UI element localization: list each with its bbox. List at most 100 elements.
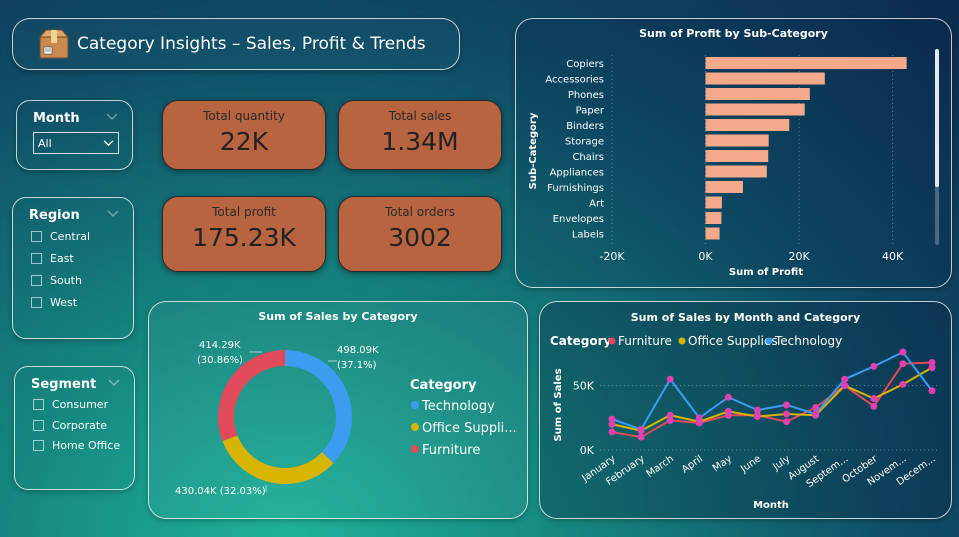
bar[interactable]: [705, 227, 720, 240]
bar[interactable]: [705, 103, 805, 116]
segment-option-home-office[interactable]: Home Office: [33, 439, 120, 452]
category-label: Accessories: [545, 75, 604, 86]
data-point[interactable]: [870, 362, 878, 370]
legend-marker: [411, 401, 419, 409]
y-axis-title: Sub-Category: [528, 112, 539, 189]
legend-label[interactable]: Office Suppli...: [422, 421, 517, 436]
segment-option-consumer[interactable]: Consumer: [33, 398, 108, 411]
legend-label[interactable]: Office Supplies: [688, 334, 778, 348]
data-point[interactable]: [870, 402, 878, 410]
data-point[interactable]: [783, 401, 791, 409]
bar[interactable]: [705, 150, 769, 162]
segment-slicer[interactable]: Segment Consumer Corporate Home Office: [14, 366, 135, 490]
x-tick-label: July: [770, 453, 792, 473]
data-point[interactable]: [724, 393, 732, 401]
data-point[interactable]: [666, 375, 674, 383]
data-point[interactable]: [783, 418, 791, 426]
data-point[interactable]: [899, 380, 907, 388]
donut-slice[interactable]: [285, 350, 352, 464]
series-line[interactable]: [611, 361, 933, 439]
series-line[interactable]: [611, 366, 933, 432]
kpi-label: Total quantity: [203, 109, 285, 123]
bar[interactable]: [705, 57, 907, 69]
data-point[interactable]: [608, 415, 616, 423]
chevron-down-icon[interactable]: [107, 210, 119, 218]
scrollbar-thumb[interactable]: [935, 49, 939, 187]
checkbox[interactable]: [31, 297, 42, 308]
option-label: Home Office: [52, 439, 121, 452]
option-label: West: [50, 296, 78, 309]
kpi-value: 1.34M: [381, 127, 459, 156]
option-label: Corporate: [52, 419, 107, 432]
legend-label[interactable]: Technology: [774, 334, 842, 348]
data-point[interactable]: [841, 382, 849, 390]
sales-by-month-panel: Sum of Sales by Month and Category 0K 50K…: [539, 301, 952, 519]
category-label: Paper: [576, 106, 605, 117]
data-point[interactable]: [928, 364, 936, 372]
data-point[interactable]: [812, 410, 820, 418]
x-tick-label: March: [645, 453, 676, 479]
data-point[interactable]: [637, 425, 645, 433]
profit-bar-chart: -20K 0K 20K 40K Copiers Accessories Phones Pape…: [528, 49, 939, 278]
checkbox[interactable]: [31, 253, 42, 264]
checkbox[interactable]: [33, 440, 44, 451]
chevron-down-icon: [103, 139, 114, 146]
data-point[interactable]: [899, 348, 907, 356]
data-point[interactable]: [666, 416, 674, 424]
data-point[interactable]: [608, 428, 616, 436]
data-point[interactable]: [783, 410, 791, 418]
bar[interactable]: [705, 134, 769, 147]
data-point[interactable]: [928, 387, 936, 395]
region-slicer[interactable]: Region Central East South West: [12, 197, 134, 339]
checkbox[interactable]: [31, 275, 42, 286]
donut-slice[interactable]: [222, 435, 334, 484]
legend-label[interactable]: Furniture: [422, 443, 480, 458]
data-point[interactable]: [928, 358, 936, 366]
data-point[interactable]: [608, 420, 616, 428]
category-label: Copiers: [566, 59, 604, 70]
percent-label: (30.86%): [197, 355, 243, 366]
month-dropdown[interactable]: All: [33, 132, 119, 154]
data-point[interactable]: [753, 413, 761, 421]
bar[interactable]: [705, 72, 825, 85]
category-label: Labels: [572, 230, 604, 241]
bar[interactable]: [705, 88, 810, 100]
kpi-label: Total profit: [212, 205, 276, 219]
legend-label[interactable]: Technology: [421, 399, 495, 414]
bar[interactable]: [705, 165, 767, 178]
chevron-down-icon[interactable]: [106, 113, 118, 121]
data-point[interactable]: [637, 433, 645, 441]
region-option-central[interactable]: Central: [31, 230, 90, 243]
data-point[interactable]: [753, 406, 761, 414]
data-point[interactable]: [724, 407, 732, 415]
data-point[interactable]: [695, 414, 703, 422]
region-option-east[interactable]: East: [31, 252, 74, 265]
kpi-value: 175.23K: [192, 223, 296, 252]
data-point[interactable]: [841, 375, 849, 383]
data-point[interactable]: [899, 360, 907, 368]
checkbox[interactable]: [33, 399, 44, 410]
kpi-label: Total orders: [384, 205, 456, 219]
x-tick-label: June: [738, 453, 763, 475]
data-point[interactable]: [812, 404, 820, 412]
legend-marker: [608, 337, 616, 345]
legend-label[interactable]: Furniture: [618, 334, 672, 348]
month-slicer[interactable]: Month All: [16, 100, 133, 170]
option-label: Consumer: [52, 398, 109, 411]
kpi-total-sales: Total sales 1.34M: [338, 100, 502, 170]
region-option-south[interactable]: South: [31, 274, 82, 287]
checkbox[interactable]: [33, 420, 44, 431]
category-label: Phones: [568, 90, 604, 101]
data-point[interactable]: [666, 411, 674, 419]
checkbox[interactable]: [31, 231, 42, 242]
bar[interactable]: [705, 196, 722, 209]
region-option-west[interactable]: West: [31, 296, 77, 309]
series-line[interactable]: [611, 350, 933, 431]
segment-option-corporate[interactable]: Corporate: [33, 419, 107, 432]
chevron-down-icon[interactable]: [108, 379, 120, 387]
bar[interactable]: [705, 181, 743, 193]
data-point[interactable]: [870, 395, 878, 402]
bar[interactable]: [705, 212, 722, 224]
bar[interactable]: [705, 119, 790, 131]
donut-slice[interactable]: [218, 350, 285, 442]
